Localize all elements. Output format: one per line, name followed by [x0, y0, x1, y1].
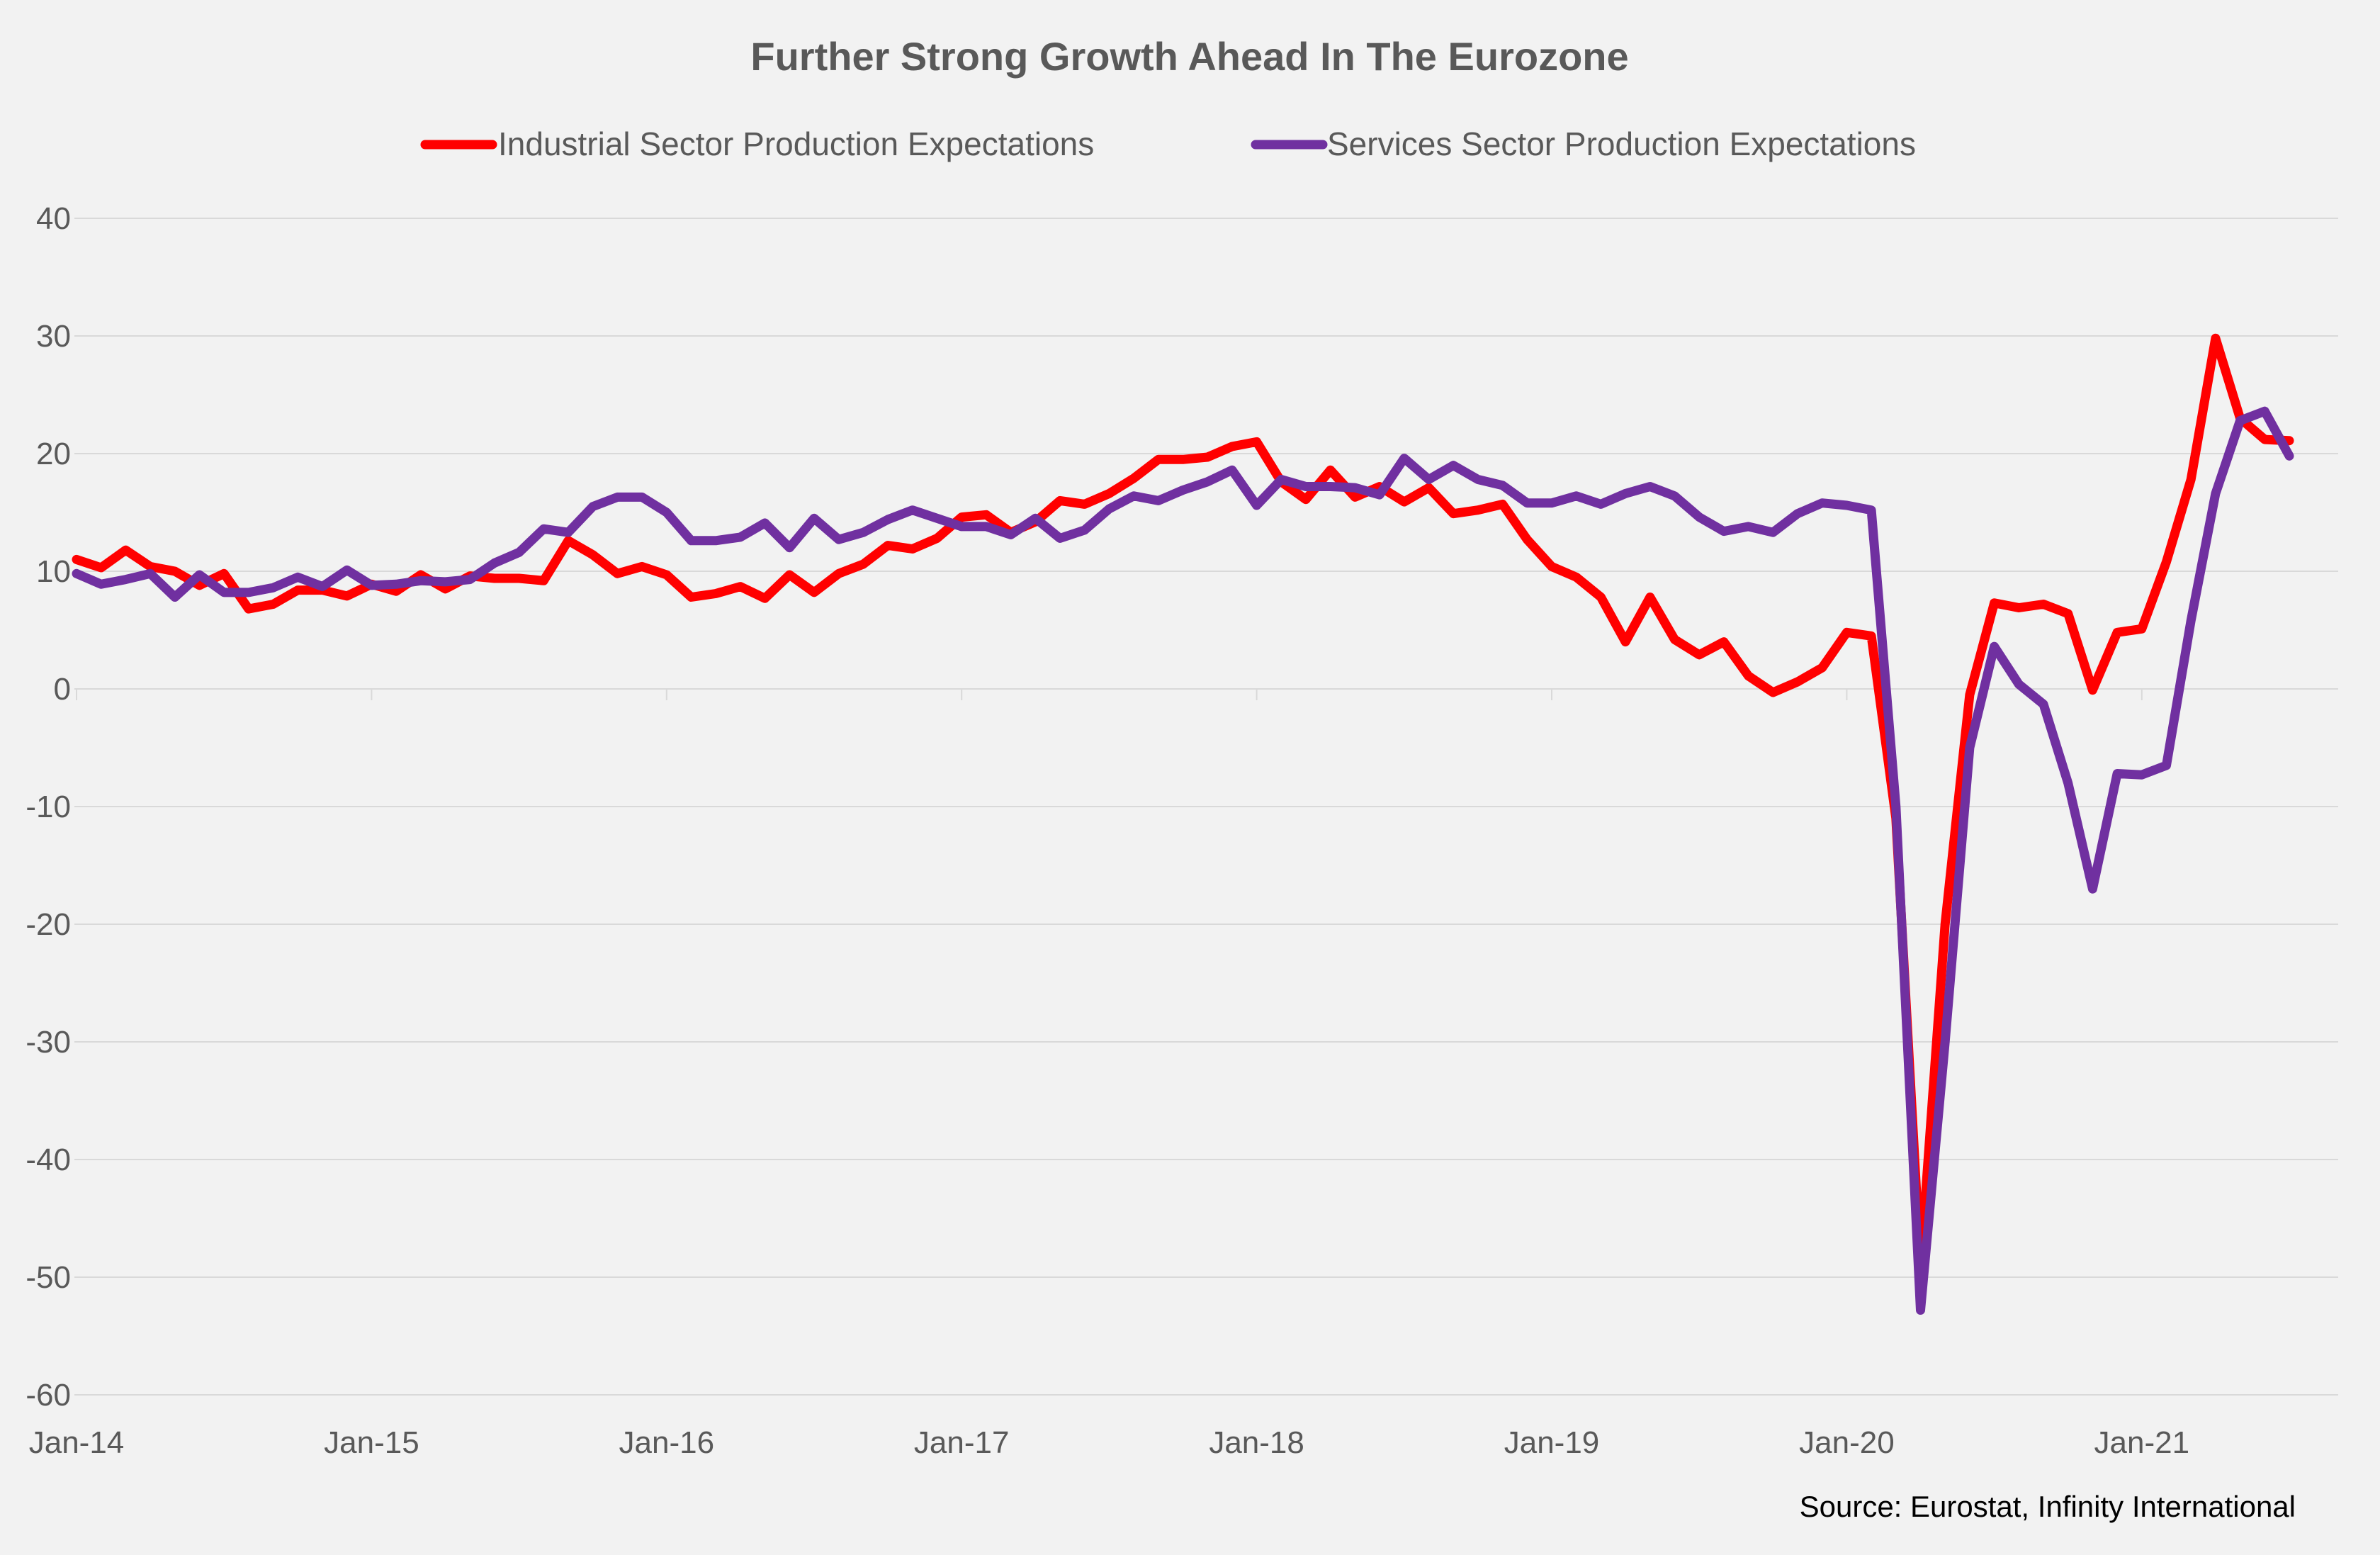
legend-label: Services Sector Production Expectations	[1327, 125, 1916, 162]
y-tick-label: -40	[26, 1143, 71, 1177]
chart-title: Further Strong Growth Ahead In The Euroz…	[750, 34, 1628, 79]
y-tick-label: 0	[54, 672, 71, 707]
y-axis-ticks: 40 30 20 10 0 -10 -20 -30 -40 -50 -60	[26, 201, 71, 1413]
y-tick-label: 20	[36, 437, 71, 471]
legend-label: Industrial Sector Production Expectation…	[498, 125, 1094, 162]
y-tick-label: -60	[26, 1378, 71, 1413]
x-tick-label: Jan-14	[29, 1425, 125, 1460]
x-tick-label: Jan-16	[619, 1425, 715, 1460]
x-axis: Jan-14 Jan-15 Jan-16 Jan-17 Jan-18 Jan-19 Jan-…	[29, 688, 2338, 1460]
x-tick-label: Jan-20	[1799, 1425, 1895, 1460]
y-tick-label: -50	[26, 1260, 71, 1295]
x-tick-label: Jan-19	[1504, 1425, 1600, 1460]
series-lines	[72, 333, 2294, 1315]
y-tick-label: 30	[36, 319, 71, 354]
series-line-services	[72, 406, 2294, 1315]
legend: Industrial Sector Production Expectation…	[420, 125, 1916, 162]
y-tick-label: -30	[26, 1025, 71, 1060]
x-tick-label: Jan-21	[2094, 1425, 2190, 1460]
x-tick-label: Jan-15	[324, 1425, 419, 1460]
y-tick-label: 40	[36, 201, 71, 236]
x-tick-label: Jan-18	[1209, 1425, 1304, 1460]
y-tick-label: 10	[36, 554, 71, 589]
x-tick-label: Jan-17	[914, 1425, 1010, 1460]
y-tick-label: -20	[26, 907, 71, 942]
y-tick-label: -10	[26, 790, 71, 824]
source-note: Source: Eurostat, Infinity International	[1800, 1490, 2296, 1523]
